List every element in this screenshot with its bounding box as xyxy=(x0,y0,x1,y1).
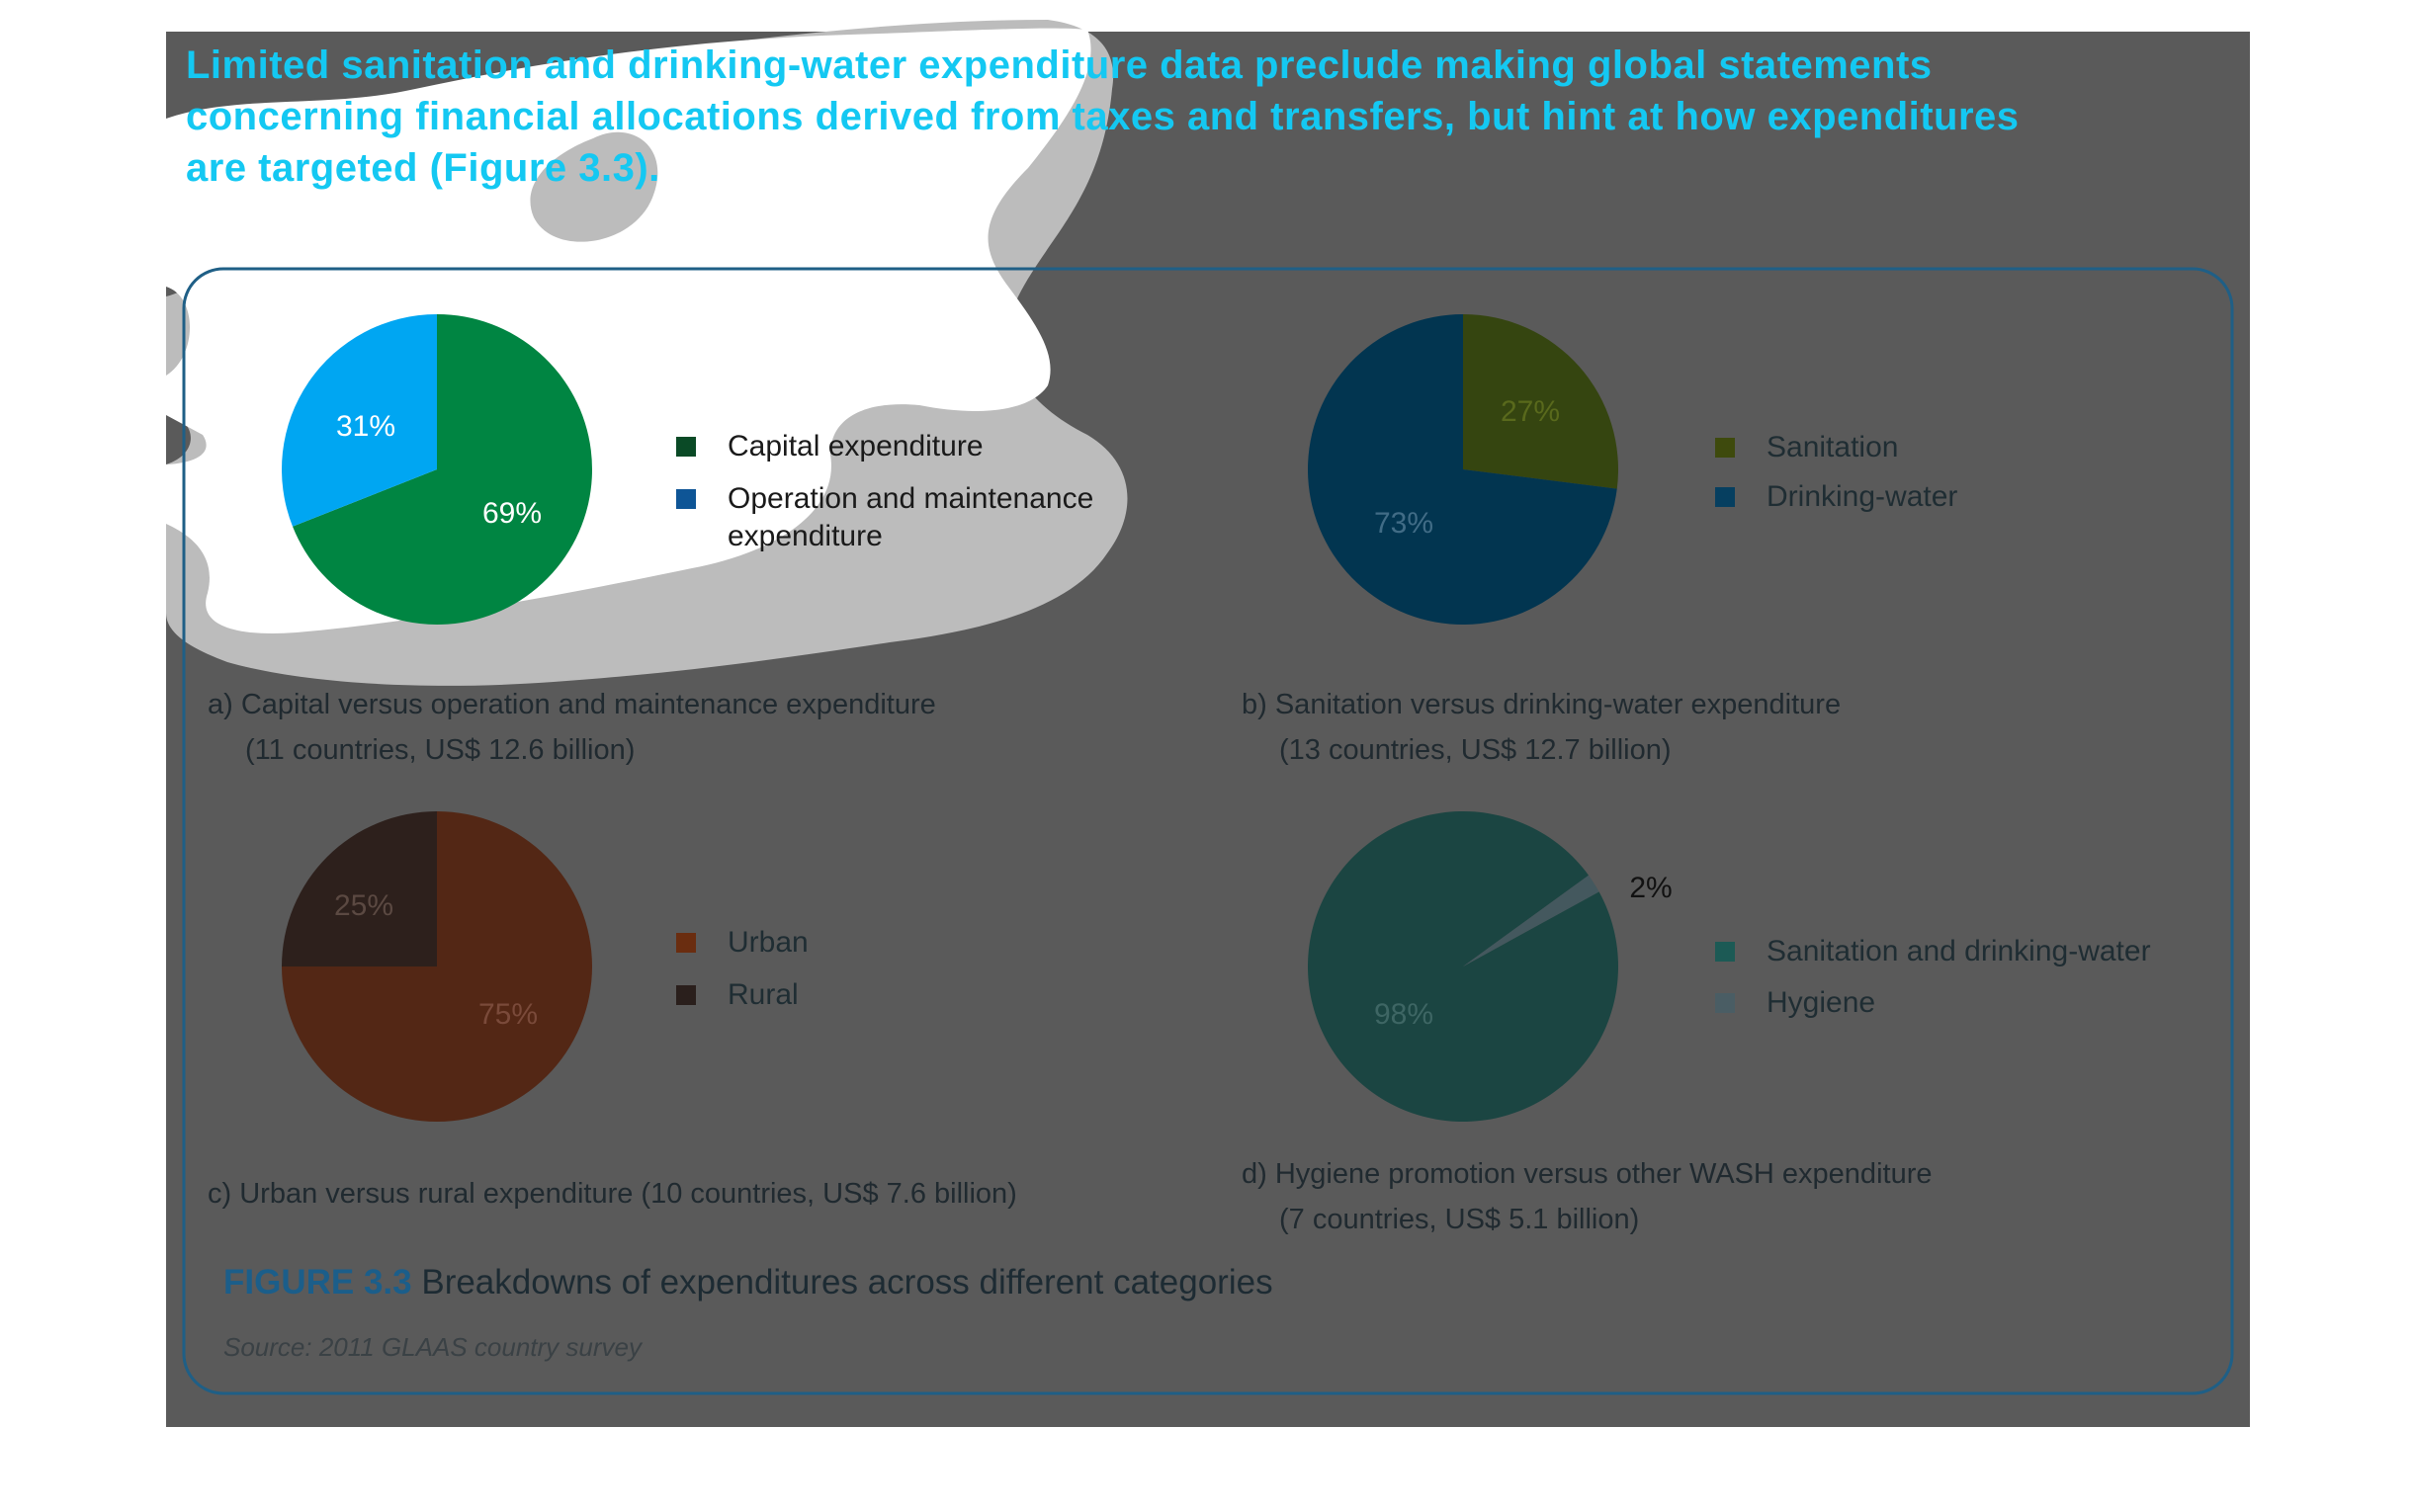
legend-swatch xyxy=(676,933,696,953)
figure-frame xyxy=(182,267,2234,1395)
caption-c: c) Urban versus rural expenditure (10 co… xyxy=(208,1171,1017,1217)
pie-data-label: 69% xyxy=(482,497,542,530)
pie-slice-hygiene xyxy=(1463,875,1599,966)
legend-label: Operation and maintenance expenditure xyxy=(728,480,1093,555)
legend-swatch xyxy=(676,437,696,457)
legend-label: Rural xyxy=(728,978,799,1011)
pie-data-label: 2% xyxy=(1629,872,1672,904)
legend-label: Sanitation and drinking-water xyxy=(1767,935,2151,967)
pie-slice-rural xyxy=(282,811,437,966)
pie-data-label: 31% xyxy=(336,410,395,443)
caption-line-2: (11 countries, US$ 12.6 billion) xyxy=(245,734,636,766)
legend-swatch xyxy=(676,489,696,509)
legend-swatch xyxy=(1715,487,1735,507)
legend-item-capital: Capital expenditure xyxy=(676,428,984,465)
legend-label: Hygiene xyxy=(1767,986,1876,1019)
legend-item-hygiene: Hygiene xyxy=(1715,984,1875,1022)
legend-label: Urban xyxy=(728,926,809,959)
caption-line-1: c) Urban versus rural expenditure (10 co… xyxy=(208,1178,1017,1210)
caption-line-1: a) Capital versus operation and maintena… xyxy=(208,689,936,720)
caption-line-1: d) Hygiene promotion versus other WASH e… xyxy=(1242,1158,1933,1190)
pie-slice-operation-and-maintenance-expenditure xyxy=(282,314,437,527)
legend-item-sanitation: Sanitation xyxy=(1715,429,1898,466)
figure-source: Source: 2011 GLAAS country survey xyxy=(223,1332,642,1362)
pie-data-label: 73% xyxy=(1374,507,1433,540)
pie-data-label: 25% xyxy=(334,889,393,922)
legend-swatch xyxy=(1715,438,1735,458)
pie-data-label: 75% xyxy=(478,998,538,1031)
legend-item-drinking-water: Drinking-water xyxy=(1715,478,1957,516)
pie-data-label: 27% xyxy=(1501,395,1560,428)
headline-line-2: concerning financial allocations derived… xyxy=(186,95,2020,138)
headline-line-1: Limited sanitation and drinking-water ex… xyxy=(186,43,1933,87)
pie-charts: 69% 31% 27% 73% 75% 25% 98% 2% xyxy=(282,314,1673,1123)
legend-swatch xyxy=(676,985,696,1005)
legend-swatch xyxy=(1715,993,1735,1013)
legend-label-line-1: Operation and maintenance xyxy=(728,482,1094,515)
pie-slice-capital-expenditure xyxy=(293,314,593,625)
legend-item-rural: Rural xyxy=(676,976,799,1014)
figure-title-text: Breakdowns of expenditures across differ… xyxy=(421,1263,1273,1302)
legend-swatch xyxy=(1715,942,1735,962)
pie-slice-sanitation xyxy=(1463,314,1618,489)
caption-line-2: (13 countries, US$ 12.7 billion) xyxy=(1279,734,1672,766)
legend-label: Sanitation xyxy=(1767,431,1899,463)
pie-slice-drinking-water xyxy=(1308,314,1617,625)
caption-a: a) Capital versus operation and maintena… xyxy=(208,682,936,773)
pie-slice-sanitation-and-drinking-water xyxy=(1308,811,1619,1123)
legend-item-urban: Urban xyxy=(676,924,809,962)
blob-notch xyxy=(530,131,658,242)
legend-item-operation: Operation and maintenance expenditure xyxy=(676,480,1093,555)
caption-line-1: b) Sanitation versus drinking-water expe… xyxy=(1242,689,1842,720)
caption-d: d) Hygiene promotion versus other WASH e… xyxy=(1242,1151,1932,1242)
pie-data-label: 98% xyxy=(1374,998,1433,1031)
legend-label: Capital expenditure xyxy=(728,430,984,462)
legend-item-sanitation-drinking-water: Sanitation and drinking-water xyxy=(1715,933,2151,970)
legend-label-line-2: expenditure xyxy=(728,520,883,552)
caption-line-2: (7 countries, US$ 5.1 billion) xyxy=(1279,1204,1640,1235)
headline-line-3: are targeted (Figure 3.3). xyxy=(186,146,660,190)
headline: Limited sanitation and drinking-water ex… xyxy=(186,40,2282,194)
figure-number: FIGURE 3.3 xyxy=(223,1263,412,1302)
figure-title: FIGURE 3.3 Breakdowns of expenditures ac… xyxy=(223,1263,1273,1302)
caption-b: b) Sanitation versus drinking-water expe… xyxy=(1242,682,1841,773)
legend-label: Drinking-water xyxy=(1767,480,1958,513)
